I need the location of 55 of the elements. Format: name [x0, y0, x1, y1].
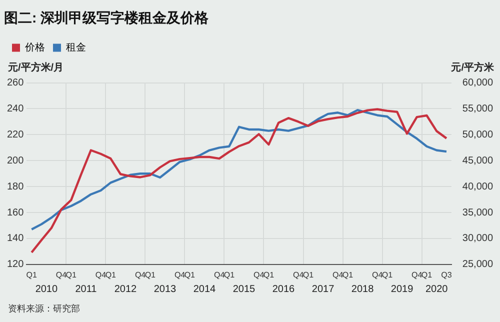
x-tick-label: Q4 [214, 270, 226, 280]
x-tick-label: Q1 [263, 270, 275, 280]
y2-axis-title: 元/平方米 [450, 62, 495, 74]
x-tick-label: Q4 [174, 270, 186, 280]
text: 资料来源：研究部 [8, 303, 80, 314]
x-tick-label: Q1 [66, 270, 78, 280]
x-tick-label: Q1 [144, 270, 156, 280]
y-tick-label: 120 [6, 259, 24, 270]
y2-tick-label: 55,000 [462, 103, 494, 114]
y-tick-label: 220 [6, 129, 24, 140]
x-tick-label: Q4 [253, 270, 265, 280]
text: 2013 [154, 284, 177, 296]
y-tick-label: 260 [6, 78, 24, 89]
y2-tick-label: 25,000 [462, 259, 494, 270]
text: 2018 [351, 284, 374, 296]
y2-tick-label: 30,000 [462, 233, 494, 244]
y2-tick-label: 60,000 [462, 78, 494, 89]
x-tick-label: Q4 [372, 270, 384, 280]
x-tick-label: Q1 [382, 270, 394, 280]
x-tick-label: Q4 [95, 270, 107, 280]
y-tick-label: 160 [6, 207, 24, 218]
x-tick-label: Q1 [224, 270, 236, 280]
x-tick-label: Q1 [105, 270, 117, 280]
y-axis-title: 元/平方米/月 [7, 62, 64, 74]
text: 2016 [272, 284, 296, 296]
text: 2020 [425, 284, 448, 296]
x-tick-label: Q4 [292, 270, 304, 280]
y2-tick-label: 50,000 [462, 129, 494, 140]
text: 2010 [35, 284, 58, 296]
text: 2015 [232, 284, 256, 296]
x-tick-label: Q4 [412, 270, 423, 280]
x-tick-label: Q4 [332, 270, 344, 280]
legend-label: 租金 [66, 42, 86, 54]
y-tick-label: 180 [6, 181, 24, 192]
text: 2011 [75, 284, 98, 296]
x-tick-label: Q1 [26, 270, 38, 280]
y2-tick-label: 45,000 [462, 155, 494, 166]
x-tick-label: Q1 [421, 270, 433, 280]
x-tick-label: Q1 [342, 270, 354, 280]
text: 2017 [312, 284, 335, 296]
x-tick-label: Q1 [302, 270, 314, 280]
y-tick-label: 240 [6, 103, 24, 114]
x-tick-label: Q4 [134, 270, 146, 280]
y2-tick-label: 35,000 [462, 207, 494, 218]
chart-title: 图二: 深圳甲级写字楼租金及价格 [4, 9, 210, 26]
x-tick-label: Q1 [184, 270, 196, 280]
legend-label: 价格 [24, 42, 45, 54]
x-tick-label: Q4 [56, 270, 68, 280]
y-tick-label: 140 [6, 233, 24, 244]
text: 2012 [114, 284, 138, 296]
y2-tick-label: 40,000 [462, 181, 494, 192]
x-tick-label: Q3 [441, 270, 452, 280]
text: 2019 [390, 284, 414, 296]
text: 2014 [193, 284, 216, 296]
y-tick-label: 200 [6, 155, 24, 166]
